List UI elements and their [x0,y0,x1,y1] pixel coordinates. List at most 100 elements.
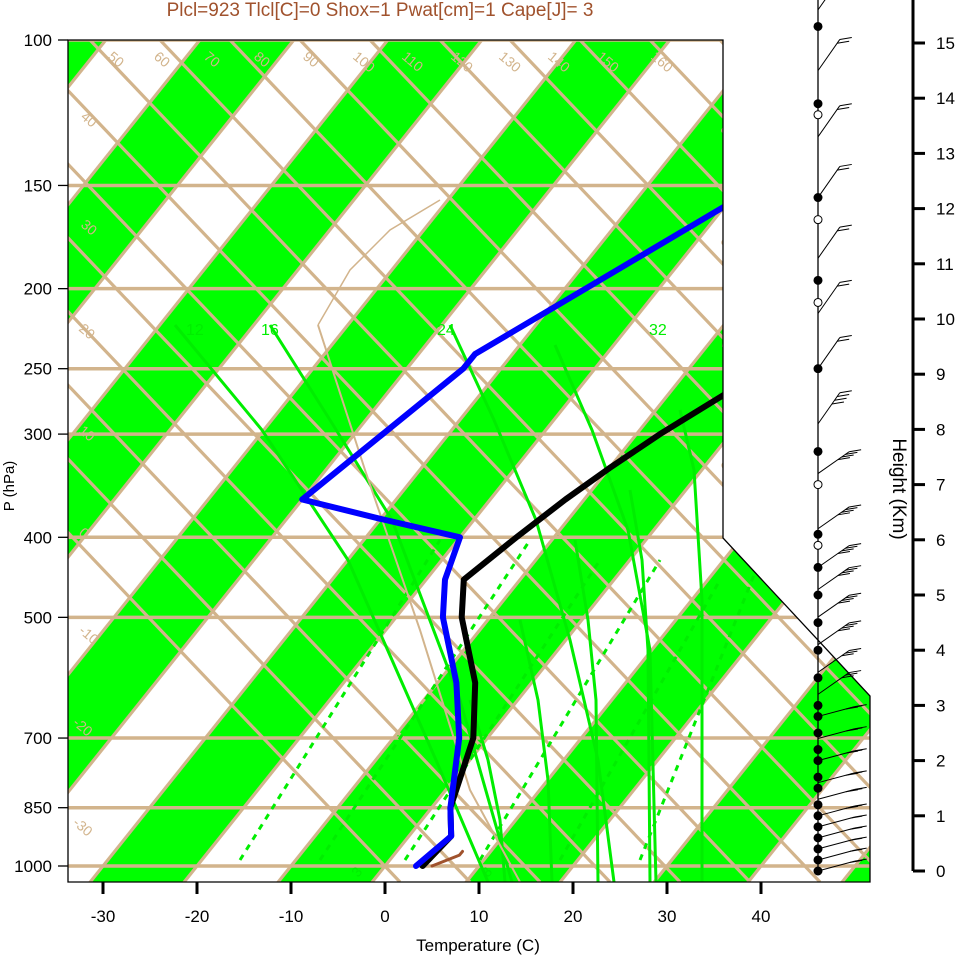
wind-barb-flag [837,573,851,577]
wind-barb-flag [850,859,863,863]
right-panel-label: 20 [786,590,814,618]
wind-level-marker [813,562,823,572]
wind-barb-flag [837,512,851,516]
isotherm-line [0,20,28,890]
wind-barb-flag [845,750,858,754]
wind-level-marker [813,728,823,738]
wind-barb-flag [845,623,858,626]
height-tick-label: 15 [936,34,955,53]
wind-barb-flag [837,167,850,171]
wind-barb-flag [837,550,851,554]
wind-barb-staff [817,166,841,198]
isotherm-label: 90 [300,48,322,70]
isotherm-band [68,40,310,882]
isotherm-line [68,40,312,882]
wind-barb-staff [817,39,841,71]
dry-adiabat-line [228,40,870,882]
wind-barb-flag [845,672,858,676]
wind-level-marker [813,833,823,843]
wind-barb-flag [850,815,863,819]
wind-barb-flag [837,600,851,604]
height-tick-label: 2 [936,752,945,771]
wind-barb-flag [841,454,854,458]
isotherm-band [68,40,498,882]
wind-barb-flag [845,805,858,809]
wind-level-marker [813,529,823,539]
temperature-tick-label: 30 [658,907,677,926]
wind-level-marker [813,590,823,600]
wind-barb-flag [849,670,862,674]
dry-adiabat-line [68,40,472,882]
dashed-mixing-line [638,559,762,861]
wind-level-marker [813,866,823,876]
wind-barb-flag [839,335,852,339]
wind-barb-flag [845,507,858,511]
wind-barb-flag [845,772,858,776]
wind-barb-flag [837,338,850,342]
height-tick-label: 3 [936,696,945,715]
wind-barb-staff [817,816,855,828]
temperature-tick-label: 40 [752,907,771,926]
wind-barb-flag [845,451,858,455]
wind-barb-flag [841,598,854,602]
mixing-ratio-label: 12 [186,322,204,339]
wind-barb-staff [817,849,855,861]
wind-barb-flag [849,647,862,651]
wind-barb-flag [834,397,847,401]
pressure-tick-label: 400 [24,528,52,547]
moist-adiabat-line [317,199,441,326]
temperature-tick-label: 0 [380,907,389,926]
wind-barb-flag [845,789,858,793]
wind-barb-flag [850,848,863,852]
pressure-tick-label: 700 [24,729,52,748]
wind-barb-flag [837,283,850,287]
wind-barb-staff [817,545,850,568]
wind-barb-flag [837,457,851,461]
wind-barb-flag [849,592,862,596]
wind-barb-staff [817,827,855,839]
wind-barb-flag [839,163,852,167]
wind-barb-staff [817,0,826,11]
height-tick-label: 8 [936,420,945,439]
wind-barb-staff [817,105,841,138]
dry-adiabat-line [298,40,870,882]
pressure-tick-label: 850 [24,799,52,818]
wind-barb-flag [839,224,852,228]
isotherm-line [646,40,870,882]
wind-level-marker [813,193,823,203]
isotherm-label: 40 [78,108,100,130]
y-axis-label: P (hPa) [1,461,18,512]
height-tick-label: 5 [936,586,945,605]
dry-adiabat-line [930,40,961,882]
wind-level-marker [813,800,823,810]
wind-level-marker [813,618,823,628]
height-tick-label: 4 [936,641,945,660]
wind-barb-staff [817,672,850,695]
wind-level-marker [813,275,823,285]
dry-adiabat-line [68,40,612,882]
wind-barb-flag [845,567,858,571]
dry-adiabat-line [578,40,870,882]
chart-title: Plcl=923 Tlcl[C]=0 Shox=1 Pwat[cm]=1 Cap… [167,0,594,21]
x-axis-label: Temperature (C) [416,936,540,955]
wind-barb-flag [850,837,863,841]
wind-barb-flag [839,103,852,107]
wind-level-marker [813,297,823,307]
isotherm-line [68,40,500,882]
wind-barb-flag [845,545,858,549]
dashed-mixing-line [318,539,532,861]
isotherm-band [647,40,870,882]
height-tick-label: 11 [936,255,954,274]
wind-level-marker [813,811,823,821]
wind-level-marker [813,21,823,31]
pressure-tick-label: 300 [24,425,52,444]
height-tick-label: 1 [936,807,945,826]
dry-adiabat-line [68,40,402,882]
height-tick-label: 10 [936,310,955,329]
height-tick-label: 13 [936,144,955,163]
wind-barb-staff [817,337,841,369]
wind-barb-flag [839,390,852,394]
temperature-tick-label: -10 [279,907,304,926]
